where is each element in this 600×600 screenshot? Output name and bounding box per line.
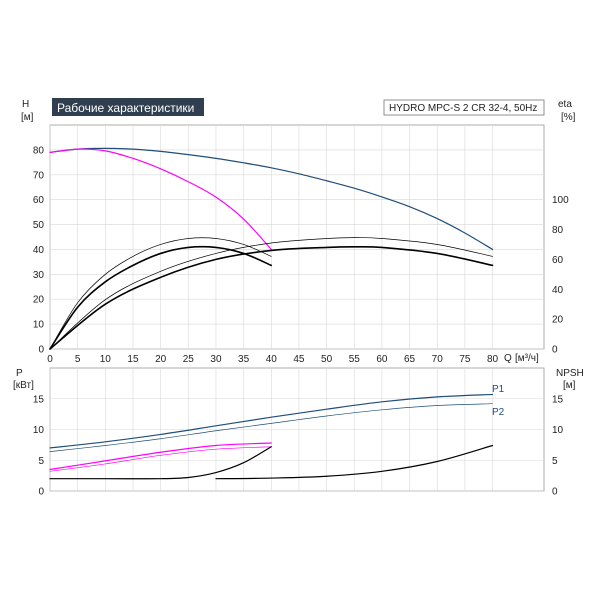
- x-tick-label: 50: [321, 354, 333, 365]
- top-grid: [49, 124, 545, 350]
- y-right-label-bottom: NPSH: [556, 368, 584, 379]
- bottom-series-line-5: [49, 446, 272, 480]
- bottom-series-line-1: [49, 393, 494, 449]
- x-tick-label: 55: [349, 354, 361, 365]
- x-tick-label: 15: [127, 354, 139, 365]
- y-left-tick-bottom: 0: [38, 487, 44, 498]
- y-left-tick-top: 30: [33, 270, 45, 281]
- bottom-series-line-3: [49, 442, 272, 471]
- x-axis-label: Q: [504, 353, 512, 364]
- y-right-tick-bottom: 0: [552, 487, 558, 498]
- y-left-tick-top: 20: [33, 295, 45, 306]
- x-tick-label: 5: [75, 354, 81, 365]
- product-box: [383, 99, 545, 116]
- y-right-unit-bottom: [м]: [563, 380, 576, 391]
- x-tick-label: 70: [432, 354, 444, 365]
- x-tick-label: 25: [183, 354, 195, 365]
- y-right-tick-top: 0: [552, 345, 558, 356]
- y-left-tick-bottom: 5: [38, 456, 44, 467]
- y-right-tick-bottom: 10: [552, 425, 564, 436]
- bottom-grid: [49, 367, 545, 492]
- y-right-tick-top: 40: [552, 285, 564, 296]
- x-tick-label: 80: [487, 354, 499, 365]
- product-name: HYDRO MPC-S 2 CR 32-4, 50Hz: [389, 103, 537, 114]
- y-right-unit-top: [%]: [561, 112, 576, 123]
- bottom-series-line-6: [215, 444, 494, 480]
- y-left-tick-top: 0: [38, 345, 44, 356]
- top-series: [49, 147, 494, 350]
- x-tick-label: 30: [210, 354, 222, 365]
- x-tick-label: 10: [100, 354, 112, 365]
- bottom-series-line-4: [49, 446, 272, 472]
- top-plot-frame: [49, 124, 545, 350]
- y-right-tick-bottom: 15: [552, 394, 564, 405]
- y-left-tick-bottom: 15: [33, 394, 45, 405]
- y-left-tick-top: 40: [33, 245, 45, 256]
- top-series-line-1: [49, 147, 494, 251]
- y-right-label-top: eta: [558, 99, 572, 110]
- x-tick-label: 65: [404, 354, 416, 365]
- y-left-unit-top: [м]: [21, 112, 34, 123]
- series-label-p1: P1: [492, 384, 505, 395]
- x-tick-label: 75: [459, 354, 471, 365]
- y-left-tick-top: 70: [33, 170, 45, 181]
- title-bar: [52, 98, 204, 116]
- bottom-series-line-2: [49, 403, 493, 452]
- top-series-line-3: [49, 245, 273, 350]
- y-right-tick-top: 20: [552, 315, 564, 326]
- y-left-label-bottom: P: [16, 368, 23, 379]
- y-left-unit-bottom: [кВт]: [13, 380, 34, 391]
- y-left-tick-top: 10: [33, 320, 45, 331]
- y-left-tick-top: 50: [33, 220, 45, 231]
- bottom-series: [49, 393, 494, 480]
- series-label-p2: P2: [492, 407, 505, 418]
- x-tick-label: 35: [238, 354, 250, 365]
- top-series-line-4: [49, 237, 272, 350]
- chart-title: Рабочие характеристики: [57, 101, 194, 115]
- x-tick-label: 20: [155, 354, 167, 365]
- top-series-line-2: [49, 148, 272, 251]
- y-left-tick-top: 60: [33, 195, 45, 206]
- x-axis-unit: [м³/ч]: [515, 353, 539, 364]
- tick-layer: 0 5 10 15 20 25 30 35 40 45 50 55 60 65 70 75 8001020304…: [33, 145, 569, 497]
- x-tick-label: 45: [293, 354, 305, 365]
- y-right-tick-top: 60: [552, 255, 564, 266]
- y-right-tick-bottom: 5: [552, 456, 558, 467]
- x-tick-label: 60: [376, 354, 388, 365]
- y-right-tick-top: 100: [552, 195, 569, 206]
- y-left-tick-bottom: 10: [33, 425, 45, 436]
- x-tick-label: 0: [47, 354, 53, 365]
- y-left-tick-top: 80: [33, 145, 45, 156]
- x-tick-label: 40: [266, 354, 278, 365]
- y-right-tick-top: 80: [552, 225, 564, 236]
- y-left-label-top: H: [22, 99, 29, 110]
- top-series-line-6: [49, 237, 493, 350]
- top-series-line-5: [49, 245, 494, 350]
